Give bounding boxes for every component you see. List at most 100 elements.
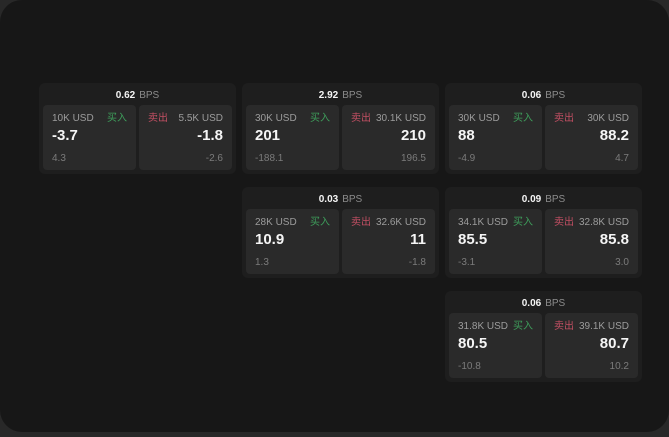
bps-unit: BPS <box>342 90 363 101</box>
sell-amount: 5.5K USD <box>178 113 223 124</box>
quote-card: 0.03 BPS 28K USD 买入 10.9 1.3 卖出 32.6K US… <box>242 187 439 278</box>
buy-price: 201 <box>255 127 281 144</box>
bps-unit: BPS <box>545 194 566 205</box>
sell-toprow: 卖出 32.6K USD <box>351 217 426 228</box>
bps-value: 2.92 <box>318 90 339 101</box>
buy-toprow: 30K USD 买入 <box>255 113 330 124</box>
subpanels: 10K USD 买入 -3.7 4.3 卖出 5.5K USD -1.8 -2.… <box>43 105 232 170</box>
quote-grid: 0.62 BPS 10K USD 买入 -3.7 4.3 卖出 5.5K USD <box>39 83 642 382</box>
buy-delta: -188.1 <box>255 153 284 164</box>
buy-amount: 10K USD <box>52 113 94 124</box>
buy-toprow: 31.8K USD 买入 <box>458 321 533 332</box>
sell-toprow: 卖出 5.5K USD <box>148 113 223 124</box>
bps-value: 0.06 <box>521 90 542 101</box>
sell-toprow: 卖出 30.1K USD <box>351 113 426 124</box>
buy-toprow: 34.1K USD 买入 <box>458 217 533 228</box>
sell-side-label: 卖出 <box>351 113 371 124</box>
bps-value: 0.03 <box>318 194 339 205</box>
buy-panel[interactable]: 10K USD 买入 -3.7 4.3 <box>43 105 136 170</box>
buy-toprow: 28K USD 买入 <box>255 217 330 228</box>
sell-price: 85.8 <box>599 231 629 248</box>
card-header: 0.06 BPS <box>449 294 638 313</box>
quote-card: 0.06 BPS 31.8K USD 买入 80.5 -10.8 卖出 39.1… <box>445 291 642 382</box>
buy-price: -3.7 <box>52 127 78 144</box>
buy-amount: 31.8K USD <box>458 321 509 332</box>
buy-price: 10.9 <box>255 231 285 248</box>
sell-price: 88.2 <box>599 127 629 144</box>
buy-side-label: 买入 <box>107 113 127 124</box>
buy-side-label: 买入 <box>513 321 533 332</box>
buy-price: 88 <box>458 127 475 144</box>
sell-side-label: 卖出 <box>554 321 574 332</box>
buy-amount: 34.1K USD <box>458 217 509 228</box>
bps-value: 0.06 <box>521 298 542 309</box>
card-header: 2.92 BPS <box>246 86 435 105</box>
buy-amount: 30K USD <box>255 113 297 124</box>
sell-panel[interactable]: 卖出 30.1K USD 210 196.5 <box>342 105 435 170</box>
sell-side-label: 卖出 <box>554 217 574 228</box>
buy-panel[interactable]: 34.1K USD 买入 85.5 -3.1 <box>449 209 542 274</box>
sell-amount: 30K USD <box>587 113 629 124</box>
buy-panel[interactable]: 28K USD 买入 10.9 1.3 <box>246 209 339 274</box>
buy-side-label: 买入 <box>310 113 330 124</box>
sell-price: -1.8 <box>197 127 223 144</box>
buy-side-label: 买入 <box>513 217 533 228</box>
buy-price: 80.5 <box>458 335 488 352</box>
sell-panel[interactable]: 卖出 32.6K USD 11 -1.8 <box>342 209 435 274</box>
buy-delta: -10.8 <box>458 361 481 372</box>
sell-delta: -1.8 <box>408 257 426 268</box>
bps-value: 0.09 <box>521 194 542 205</box>
sell-toprow: 卖出 39.1K USD <box>554 321 629 332</box>
sell-price: 210 <box>400 127 426 144</box>
buy-delta: 1.3 <box>255 257 269 268</box>
card-header: 0.62 BPS <box>43 86 232 105</box>
buy-amount: 28K USD <box>255 217 297 228</box>
buy-side-label: 买入 <box>310 217 330 228</box>
sell-amount: 30.1K USD <box>375 113 426 124</box>
bps-unit: BPS <box>545 298 566 309</box>
subpanels: 28K USD 买入 10.9 1.3 卖出 32.6K USD 11 -1.8 <box>246 209 435 274</box>
sell-panel[interactable]: 卖出 39.1K USD 80.7 10.2 <box>545 313 638 378</box>
sell-side-label: 卖出 <box>351 217 371 228</box>
sell-amount: 32.6K USD <box>375 217 426 228</box>
bps-unit: BPS <box>545 90 566 101</box>
sell-delta: 3.0 <box>615 257 629 268</box>
card-header: 0.06 BPS <box>449 86 638 105</box>
sell-toprow: 卖出 32.8K USD <box>554 217 629 228</box>
subpanels: 30K USD 买入 201 -188.1 卖出 30.1K USD 210 1… <box>246 105 435 170</box>
subpanels: 34.1K USD 买入 85.5 -3.1 卖出 32.8K USD 85.8… <box>449 209 638 274</box>
buy-amount: 30K USD <box>458 113 500 124</box>
sell-price: 11 <box>410 231 426 248</box>
buy-panel[interactable]: 30K USD 买入 88 -4.9 <box>449 105 542 170</box>
buy-panel[interactable]: 31.8K USD 买入 80.5 -10.8 <box>449 313 542 378</box>
sell-amount: 39.1K USD <box>578 321 629 332</box>
sell-side-label: 卖出 <box>148 113 168 124</box>
bps-unit: BPS <box>342 194 363 205</box>
sell-toprow: 卖出 30K USD <box>554 113 629 124</box>
sell-delta: 196.5 <box>400 153 426 164</box>
sell-panel[interactable]: 卖出 5.5K USD -1.8 -2.6 <box>139 105 232 170</box>
sell-panel[interactable]: 卖出 30K USD 88.2 4.7 <box>545 105 638 170</box>
buy-price: 85.5 <box>458 231 488 248</box>
sell-delta: 10.2 <box>609 361 629 372</box>
card-header: 0.03 BPS <box>246 190 435 209</box>
subpanels: 30K USD 买入 88 -4.9 卖出 30K USD 88.2 4.7 <box>449 105 638 170</box>
subpanels: 31.8K USD 买入 80.5 -10.8 卖出 39.1K USD 80.… <box>449 313 638 378</box>
sell-panel[interactable]: 卖出 32.8K USD 85.8 3.0 <box>545 209 638 274</box>
card-header: 0.09 BPS <box>449 190 638 209</box>
bps-value: 0.62 <box>115 90 136 101</box>
buy-toprow: 10K USD 买入 <box>52 113 127 124</box>
bps-unit: BPS <box>139 90 160 101</box>
buy-panel[interactable]: 30K USD 买入 201 -188.1 <box>246 105 339 170</box>
buy-delta: -3.1 <box>458 257 476 268</box>
sell-side-label: 卖出 <box>554 113 574 124</box>
sell-amount: 32.8K USD <box>578 217 629 228</box>
quote-card: 2.92 BPS 30K USD 买入 201 -188.1 卖出 30.1K … <box>242 83 439 174</box>
sell-delta: 4.7 <box>615 153 629 164</box>
buy-side-label: 买入 <box>513 113 533 124</box>
buy-toprow: 30K USD 买入 <box>458 113 533 124</box>
quote-card: 0.09 BPS 34.1K USD 买入 85.5 -3.1 卖出 32.8K… <box>445 187 642 278</box>
sell-price: 80.7 <box>599 335 629 352</box>
quote-card: 0.62 BPS 10K USD 买入 -3.7 4.3 卖出 5.5K USD <box>39 83 236 174</box>
